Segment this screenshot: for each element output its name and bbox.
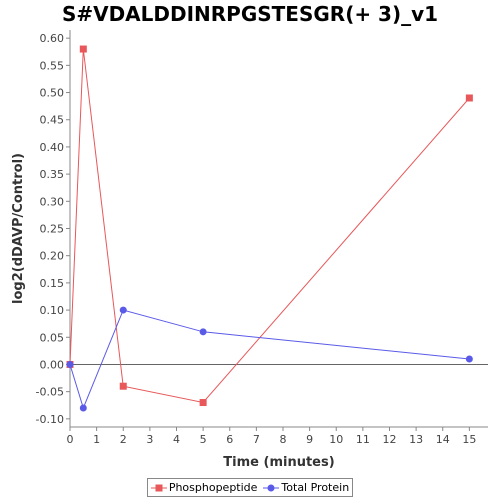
x-tick-label: 6 (226, 433, 233, 446)
x-tick-label: 8 (279, 433, 286, 446)
legend-label: Total Protein (281, 481, 350, 494)
data-point (119, 382, 127, 390)
x-tick-label: 11 (356, 433, 370, 446)
square-marker-icon (150, 484, 167, 491)
y-tick-label: 0.00 (40, 358, 65, 371)
data-point (79, 45, 87, 53)
legend: Phosphopeptide Total Protein (147, 478, 353, 497)
data-point (465, 355, 473, 363)
y-tick-label: 0.55 (40, 59, 65, 72)
y-tick-label: 0.05 (40, 331, 65, 344)
data-point (66, 360, 74, 368)
y-axis-title: log2(dDAVP/Control) (11, 153, 26, 304)
x-tick-label: 0 (67, 433, 74, 446)
data-point (119, 306, 127, 314)
x-tick-label: 15 (462, 433, 476, 446)
chart-title: S#VDALDDINRPGSTESGR(+ 3)_v1 (61, 2, 439, 26)
plot-area: -0.10 -0.05 0.00 0.05 0.10 0.15 0.20 0.25 0.30 0.… (11, 30, 488, 470)
series-line (69, 309, 470, 410)
x-tick-label: 2 (120, 433, 127, 446)
y-tick-label: -0.05 (36, 386, 64, 399)
x-tick-label: 13 (409, 433, 423, 446)
y-tick-label: 0.10 (40, 304, 65, 317)
y-tick-label: 0.60 (40, 32, 65, 45)
data-point (465, 94, 473, 102)
x-tick-label: 5 (200, 433, 207, 446)
y-tick-label: 0.50 (40, 87, 65, 100)
x-axis-title: Time (minutes) (223, 455, 334, 470)
y-tick-label: 0.45 (40, 114, 65, 127)
x-tick-label: 12 (382, 433, 396, 446)
data-point (79, 404, 87, 412)
legend-item: Phosphopeptide (150, 481, 258, 494)
circle-marker-icon (263, 484, 280, 491)
y-tick-label: 0.35 (40, 168, 65, 181)
x-tick-label: 7 (253, 433, 260, 446)
y-tick-label: -0.10 (36, 413, 64, 426)
legend-label: Phosphopeptide (168, 481, 258, 494)
y-tick-label: 0.40 (40, 141, 65, 154)
x-tick-label: 4 (173, 433, 180, 446)
y-tick-label: 0.20 (40, 250, 65, 263)
x-tick-label: 10 (329, 433, 343, 446)
x-tick-label: 3 (146, 433, 153, 446)
y-tick-label: 0.25 (40, 223, 65, 236)
legend-item: Total Protein (263, 481, 349, 494)
data-point (199, 399, 207, 407)
x-tick-label: 1 (93, 433, 100, 446)
x-tick-label: 14 (436, 433, 450, 446)
y-tick-label: 0.15 (40, 277, 65, 290)
x-tick-label: 9 (306, 433, 313, 446)
series-line (69, 48, 470, 404)
data-point (199, 328, 207, 336)
y-tick-label: 0.30 (40, 195, 65, 208)
